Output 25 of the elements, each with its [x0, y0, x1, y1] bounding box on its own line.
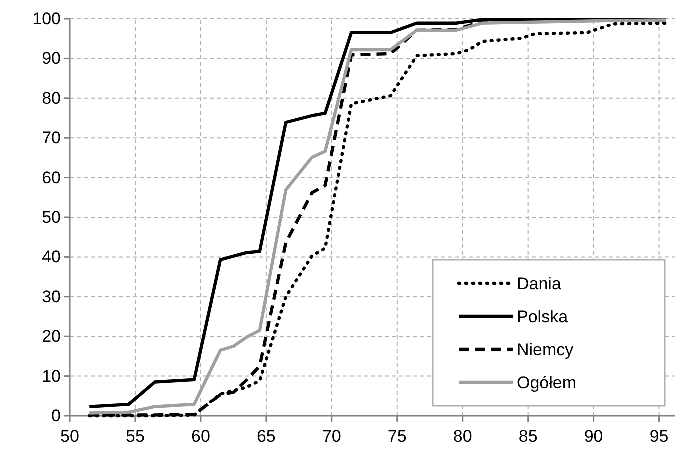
legend-label: Niemcy — [517, 340, 574, 360]
x-tick-label: 85 — [518, 427, 538, 446]
x-tick-label: 80 — [453, 427, 472, 446]
y-tick-label: 0 — [52, 406, 61, 426]
x-tick-label: 75 — [388, 427, 407, 446]
x-tick-label: 65 — [256, 427, 276, 446]
y-tick-label: 60 — [42, 168, 61, 188]
legend-label: Ogółem — [517, 373, 577, 392]
y-tick-label: 20 — [42, 327, 61, 346]
legend-label: Dania — [517, 274, 562, 294]
x-tick-label: 55 — [126, 427, 145, 446]
legend-label: Polska — [517, 307, 569, 326]
x-tick-label: 95 — [650, 427, 669, 446]
y-tick-label: 100 — [32, 9, 61, 28]
y-tick-label: 70 — [42, 128, 61, 148]
y-tick-label: 50 — [42, 208, 61, 227]
y-tick-label: 10 — [42, 366, 61, 386]
y-tick-label: 30 — [42, 287, 61, 306]
y-tick-label: 90 — [42, 49, 61, 68]
x-tick-label: 70 — [322, 427, 342, 446]
y-tick-label: 40 — [42, 248, 61, 267]
y-tick-label: 80 — [42, 88, 61, 108]
x-tick-label: 60 — [191, 427, 210, 446]
x-tick-label: 90 — [584, 427, 604, 446]
x-tick-label: 50 — [60, 427, 80, 446]
